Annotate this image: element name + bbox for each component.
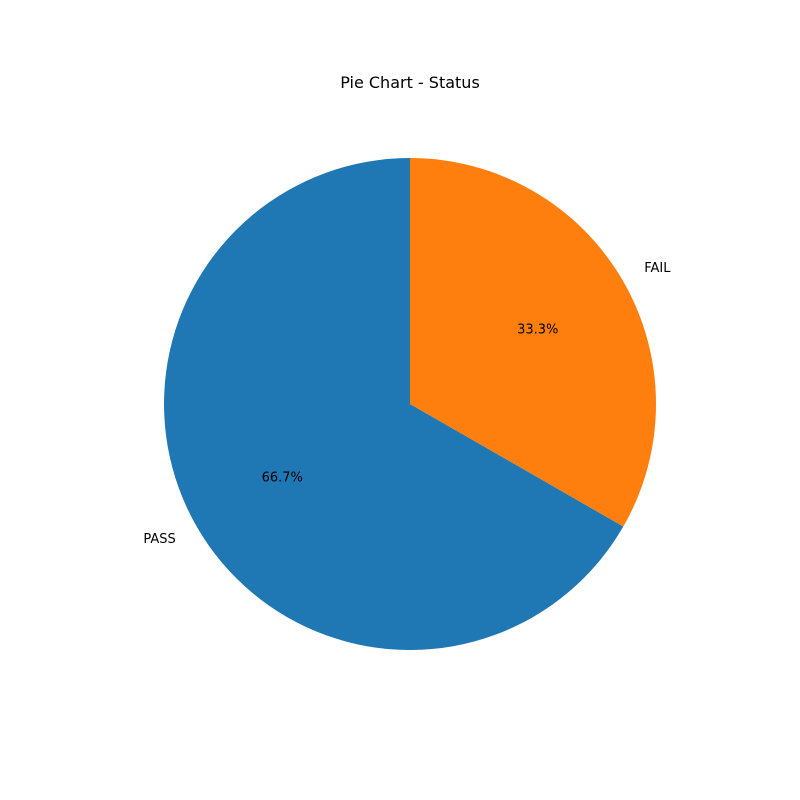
pie-slices bbox=[163, 157, 656, 650]
slice-label-pass: PASS bbox=[143, 532, 175, 547]
chart-title: Pie Chart - Status bbox=[340, 73, 480, 92]
slice-percent-pass: 66.7% bbox=[262, 470, 303, 485]
pie-labels: PASS 66.7% FAIL 33.3% bbox=[143, 261, 671, 547]
pie-slice-fail bbox=[410, 157, 656, 527]
slice-label-fail: FAIL bbox=[644, 261, 671, 276]
pie-slice-pass bbox=[163, 158, 624, 650]
slice-percent-fail: 33.3% bbox=[517, 323, 558, 338]
